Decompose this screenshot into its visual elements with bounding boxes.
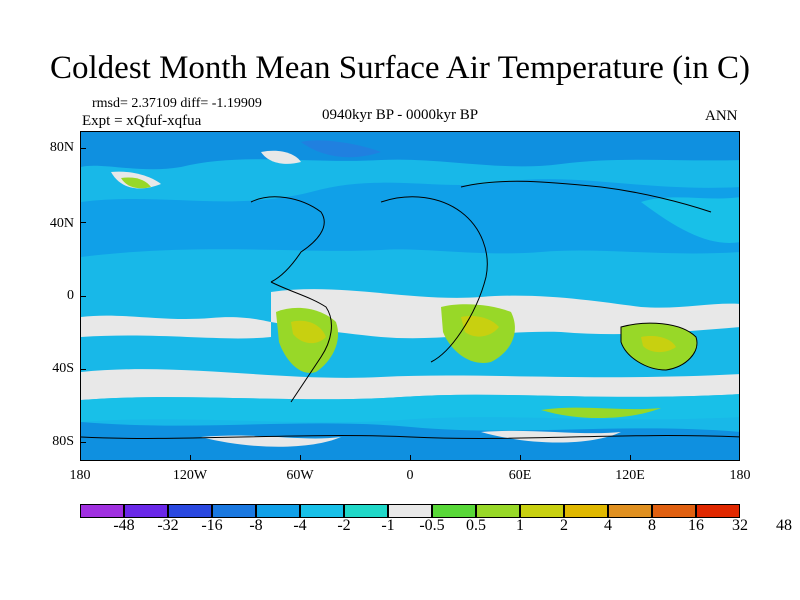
stats-text: rmsd= 2.37109 diff= -1.19909 (92, 96, 262, 111)
y-tick-0: 0 (67, 288, 74, 303)
legend-swatch (212, 504, 256, 518)
legend-label: -32 (157, 517, 179, 534)
legend-swatch (564, 504, 608, 518)
x-tick-60w: 60W (286, 468, 314, 483)
legend-label: -2 (337, 517, 351, 534)
legend-label: -4 (293, 517, 307, 534)
legend-label: 2 (560, 517, 568, 534)
x-tick-0: 0 (406, 468, 414, 483)
expt-text: Expt = xQfuf-xqfua (82, 113, 202, 129)
legend-label: 0.5 (466, 517, 486, 534)
legend-label: -1 (381, 517, 395, 534)
legend-swatch (432, 504, 476, 518)
legend-swatch (168, 504, 212, 518)
y-tickmark (80, 369, 86, 370)
legend-swatch (80, 504, 124, 518)
legend-label: 8 (648, 517, 656, 534)
x-tickmark (520, 455, 521, 461)
legend-label: 4 (604, 517, 612, 534)
legend-label: -8 (249, 517, 263, 534)
legend-label: 48 (776, 517, 792, 534)
y-tick-40s: 40S (52, 361, 74, 376)
legend-swatch (520, 504, 564, 518)
y-tickmark (80, 148, 86, 149)
map-title: Coldest Month Mean Surface Air Temperatu… (50, 50, 750, 86)
legend-label: -48 (113, 517, 135, 534)
y-tick-80s: 80S (52, 434, 74, 449)
legend-swatch (652, 504, 696, 518)
y-tickmark (80, 222, 86, 223)
x-tick-180w: 180 (69, 468, 91, 483)
legend-label: -16 (201, 517, 223, 534)
legend-swatch (124, 504, 168, 518)
legend-swatch (608, 504, 652, 518)
legend-label: 1 (516, 517, 524, 534)
y-tick-80n: 80N (49, 140, 74, 155)
temperature-map (80, 131, 740, 461)
legend-label: 32 (732, 517, 748, 534)
x-tickmark (630, 455, 631, 461)
y-tickmark (80, 296, 86, 297)
x-tick-60e: 60E (508, 468, 532, 483)
period-text: 0940kyr BP - 0000kyr BP (322, 107, 479, 123)
x-tickmark (300, 455, 301, 461)
x-tick-120w: 120W (172, 468, 208, 483)
legend-swatch (344, 504, 388, 518)
legend-swatch (476, 504, 520, 518)
legend-swatch (388, 504, 432, 518)
legend-swatch (696, 504, 740, 518)
map-field (81, 132, 739, 460)
x-tick-180e: 180 (729, 468, 751, 483)
legend-swatch (300, 504, 344, 518)
x-tickmark (190, 455, 191, 461)
legend-label: 16 (688, 517, 704, 534)
legend-label: -0.5 (419, 517, 445, 534)
y-tick-40n: 40N (49, 216, 74, 231)
legend-swatch (256, 504, 300, 518)
season-text: ANN (705, 108, 738, 124)
x-tick-120e: 120E (615, 468, 645, 483)
x-tickmark (410, 455, 411, 461)
y-tickmark (80, 442, 86, 443)
